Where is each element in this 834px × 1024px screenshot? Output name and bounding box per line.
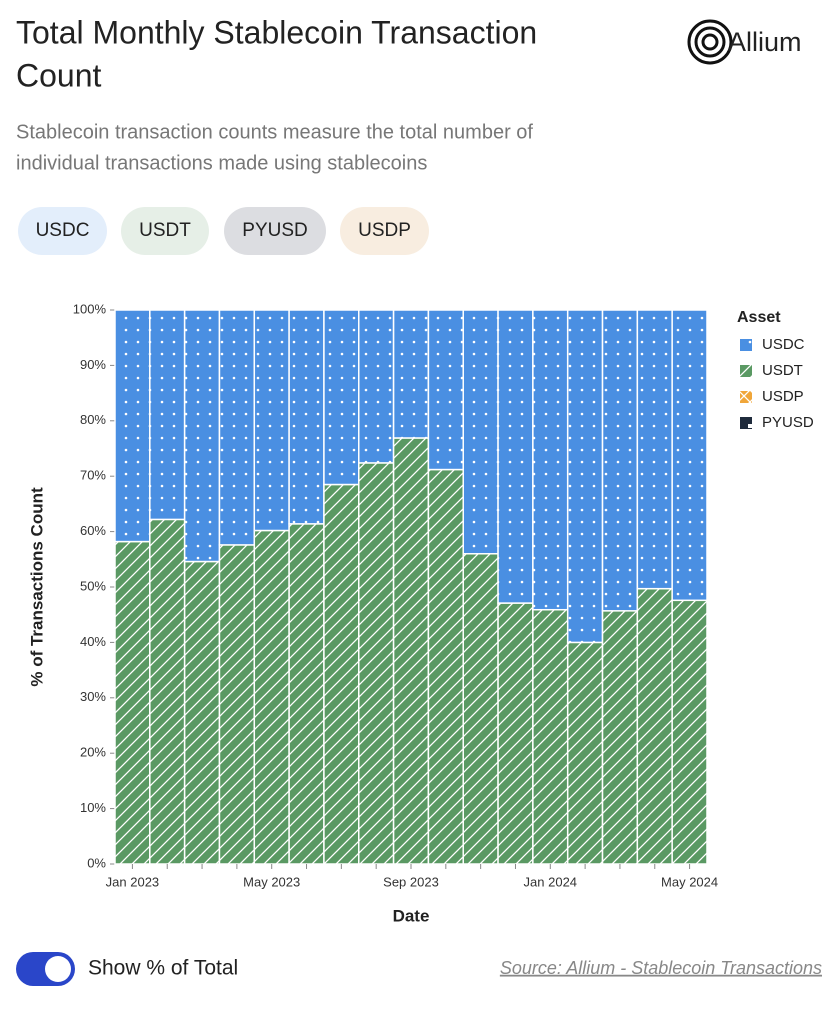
y-tick-label: 10% <box>80 800 106 815</box>
bar-segment <box>288 523 325 865</box>
legend-label: PYUSD <box>762 414 814 431</box>
y-tick-label: 60% <box>80 523 106 538</box>
bar-segment <box>358 462 395 865</box>
bar-segment <box>392 309 430 439</box>
x-tick-label: May 2024 <box>661 874 718 889</box>
y-tick-label: 70% <box>80 468 106 483</box>
legend-label: USDP <box>762 388 804 405</box>
bar-segment <box>253 529 290 865</box>
bar-segment <box>183 309 221 563</box>
bar-segment <box>149 309 186 521</box>
source-link[interactable]: Source: Allium - Stablecoin Transactions <box>500 958 822 978</box>
bar-segment <box>427 468 464 865</box>
bar-segment <box>323 309 360 486</box>
chip-bg <box>340 207 429 255</box>
bar-segment <box>288 309 325 525</box>
bar-segment <box>253 309 290 532</box>
x-tick-label: Jan 2024 <box>524 874 578 889</box>
chip-label: USDC <box>36 220 90 241</box>
legend-swatch <box>740 365 752 377</box>
bar-segment <box>392 437 430 865</box>
y-tick-label: 50% <box>80 578 106 593</box>
legend-swatch <box>740 339 752 351</box>
bar-segment <box>601 610 639 865</box>
bar-segment <box>566 309 604 644</box>
legend-label: USDC <box>762 336 805 353</box>
subtitle: Stablecoin transaction counts measure th… <box>16 121 533 143</box>
bar-segment <box>566 641 604 865</box>
bar-segment <box>462 553 499 865</box>
bar-segment <box>114 309 151 543</box>
toggle-label: Show % of Total <box>88 957 238 980</box>
y-tick-label: 30% <box>80 689 106 704</box>
x-axis-title: Date <box>393 906 430 925</box>
chip-bg <box>18 207 107 255</box>
toggle[interactable] <box>16 952 75 986</box>
filter-chip[interactable]: USDP <box>340 207 429 255</box>
legend-title: Asset <box>737 309 781 326</box>
filter-chip[interactable]: USDC <box>18 207 107 255</box>
y-tick-label: 40% <box>80 634 106 649</box>
bar-segment <box>671 309 708 602</box>
y-tick-label: 0% <box>87 855 106 870</box>
chip-label: PYUSD <box>242 220 307 241</box>
brand: Allium <box>728 27 802 57</box>
x-tick-label: Jan 2023 <box>106 874 160 889</box>
bar-segment <box>636 587 673 865</box>
bar-segment <box>427 309 464 471</box>
y-axis-title: % of Transactions Count <box>27 487 46 687</box>
x-tick-label: May 2023 <box>243 874 300 889</box>
bar-segment <box>636 309 673 590</box>
chip-bg <box>224 207 326 255</box>
bar-segment <box>532 608 569 865</box>
title: Total Monthly Stablecoin Transaction <box>16 14 537 50</box>
bar-segment <box>218 309 256 546</box>
filters: USDC USDT PYUSD USDP <box>18 207 429 255</box>
bar-segment <box>358 309 395 464</box>
legend-swatch <box>740 417 752 429</box>
bar-segment <box>323 483 360 865</box>
x-tick-label: Sep 2023 <box>383 874 439 889</box>
bar-segment <box>497 309 534 604</box>
subtitle: individual transactions made using stabl… <box>16 152 427 174</box>
title: Count <box>16 57 102 93</box>
y-tick-label: 80% <box>80 412 106 427</box>
bar-segment <box>497 602 534 865</box>
filter-chip[interactable]: USDT <box>121 207 209 255</box>
legend-label: USDT <box>762 362 803 379</box>
y-tick-label: 90% <box>80 357 106 372</box>
bar-segment <box>183 560 221 865</box>
filter-chip[interactable]: PYUSD <box>224 207 326 255</box>
bar-segment <box>149 518 186 865</box>
bar-segment <box>462 309 499 555</box>
logo: Allium <box>687 19 802 65</box>
chip-label: USDP <box>358 220 411 241</box>
legend-swatch <box>740 391 752 403</box>
bar-segment <box>114 540 151 865</box>
bar-segment <box>601 309 639 612</box>
bar-segment <box>532 309 569 611</box>
bar-segment <box>671 599 708 865</box>
bar-segment <box>218 544 256 865</box>
chip-label: USDT <box>139 220 191 241</box>
chip-bg <box>121 207 209 255</box>
y-tick-label: 20% <box>80 745 106 760</box>
y-tick-label: 100% <box>73 301 107 316</box>
